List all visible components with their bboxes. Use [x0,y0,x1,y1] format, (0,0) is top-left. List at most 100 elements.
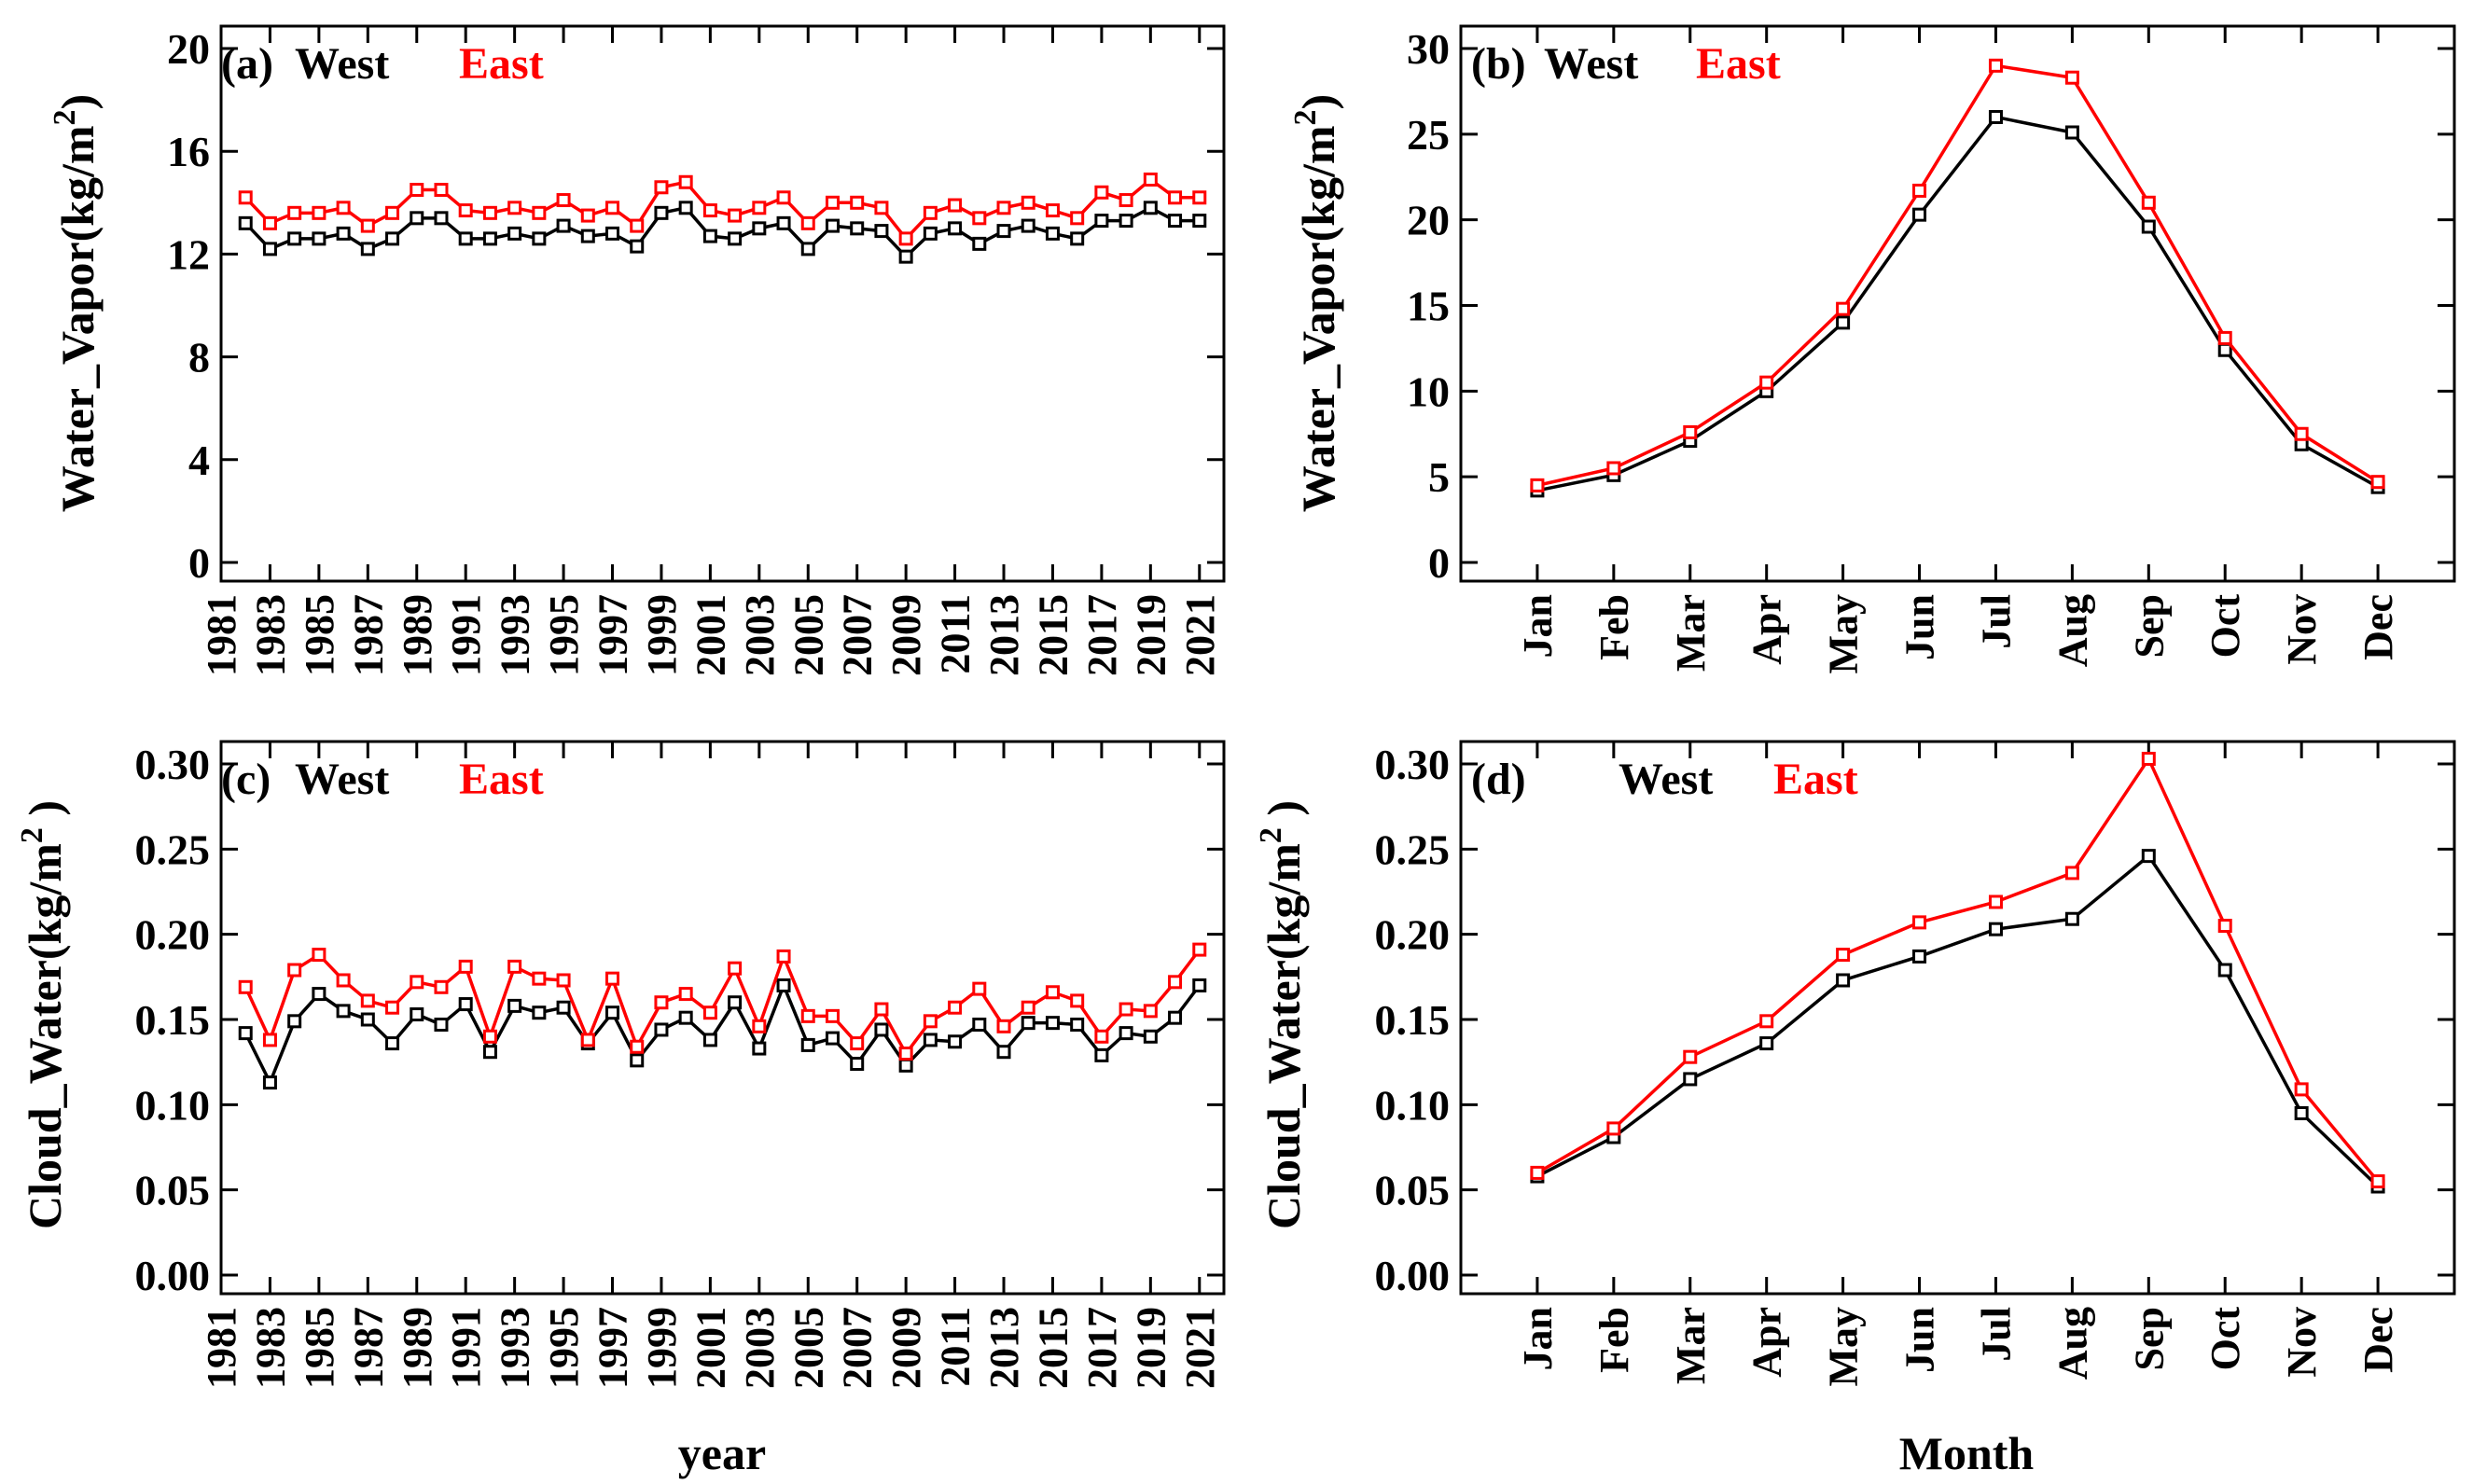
data-point-west [1836,973,1851,988]
x-tick-label: Oct [2202,594,2248,659]
data-point-west [898,249,913,264]
x-tick-label: 1985 [297,594,342,676]
data-point-east [1118,1002,1133,1017]
x-tick-label: Sep [2126,1307,2172,1370]
data-point-west [312,987,327,1002]
data-point-east [1143,173,1158,187]
data-point-east [385,1000,400,1015]
data-point-west [1192,978,1207,992]
x-tick-label: 1981 [199,594,244,676]
y-axis-label: Water_Vapor(kg/m2) [1288,94,1344,512]
data-point-east [874,201,889,215]
data-point-west [874,1022,889,1037]
series-line-west [243,980,1202,1087]
data-point-east [532,971,547,986]
series-line-west [243,205,1200,259]
data-point-east [532,205,547,220]
x-tick-label: 1995 [541,594,587,676]
x-tick-label: 1991 [443,594,489,676]
y-tick-label: 12 [167,230,210,278]
data-point-west [2141,219,2156,234]
data-point-east [1021,1000,1035,1015]
y-tick-label: 0.00 [135,1252,211,1299]
y-tick-label: 0.30 [135,741,211,788]
panel-c: 0.00 0.05 0.10 0.15 0.20 0.25 0.30 1981 1983 1985… [15,740,1226,1479]
x-tick-label: 1999 [639,594,685,676]
data-point-west [1094,214,1109,229]
data-point-east [1168,975,1183,990]
data-point-east [605,971,620,986]
y-tick-label: 10 [1407,368,1450,415]
data-point-east [507,959,522,974]
data-point-east [702,203,717,218]
y-tick-label: 0.15 [135,996,211,1044]
x-tick-label: 1995 [541,1307,587,1389]
data-point-east [360,993,375,1008]
data-point-east [312,205,327,220]
data-point-east [898,231,913,246]
y-tick-label: 0 [1428,539,1450,587]
data-point-west [410,211,424,226]
y-tick-label: 15 [1407,283,1450,330]
legend-east: East [459,755,544,804]
data-point-west [2064,125,2079,140]
x-tick-label: 1989 [395,1307,440,1389]
data-point-east [434,183,449,198]
data-point-east [1988,895,2003,909]
x-tick-label: 2003 [737,594,783,676]
x-tick-label: Jan [1515,1307,1561,1370]
data-point-east [1530,478,1545,492]
data-point-west [532,1006,547,1020]
data-point-east [654,180,669,195]
x-tick-label: 2019 [1128,1307,1174,1389]
data-point-west [312,231,327,246]
y-tick-label: 0.30 [1375,741,1451,788]
data-point-east [410,183,424,198]
data-point-west [800,242,815,257]
data-point-east [850,1036,865,1051]
data-point-east [728,961,743,976]
y-tick-label: 0.10 [1375,1081,1451,1129]
data-point-west [238,215,253,230]
data-point-west [630,1053,645,1068]
data-point-west [948,1034,963,1049]
data-point-west [605,1006,620,1020]
data-point-east [2217,919,2232,934]
data-point-east [1021,195,1035,210]
x-tick-label: Jan [1515,594,1561,658]
y-tick-label: 0 [188,539,210,587]
data-point-east [336,973,351,988]
data-point-west [996,224,1011,239]
data-point-east [1988,58,2003,73]
y-tick-label: 5 [1428,453,1450,501]
data-point-east [434,979,449,994]
data-point-east [702,1006,717,1020]
y-tick-label: 0.25 [135,825,211,873]
data-point-east [654,995,669,1010]
data-point-west [556,1000,571,1015]
data-point-west [923,226,938,241]
data-point-east [972,981,987,996]
x-tick-label: 1993 [493,1307,538,1389]
y-axis-label: Cloud_Water(kg/m2 ) [15,800,71,1229]
data-point-east [1759,1014,1774,1029]
plot-frame [219,740,1226,1296]
data-point-west [1192,214,1207,229]
data-point-east [238,979,253,994]
data-point-east [1836,948,1851,963]
data-point-east [776,949,791,964]
y-tick-label: 0.25 [1375,825,1451,873]
data-point-west [654,1022,669,1037]
data-point-east [1759,375,1774,390]
data-point-west [850,1056,865,1071]
data-point-west [1759,1036,1774,1051]
y-tick-label: 25 [1407,111,1450,159]
x-tick-label: Jul [1973,594,2019,649]
data-point-west [1836,315,1851,330]
data-point-west [1143,1029,1158,1044]
data-point-east [923,205,938,220]
data-point-east [825,1008,840,1023]
data-point-east [2294,426,2309,441]
data-point-east [678,174,693,189]
